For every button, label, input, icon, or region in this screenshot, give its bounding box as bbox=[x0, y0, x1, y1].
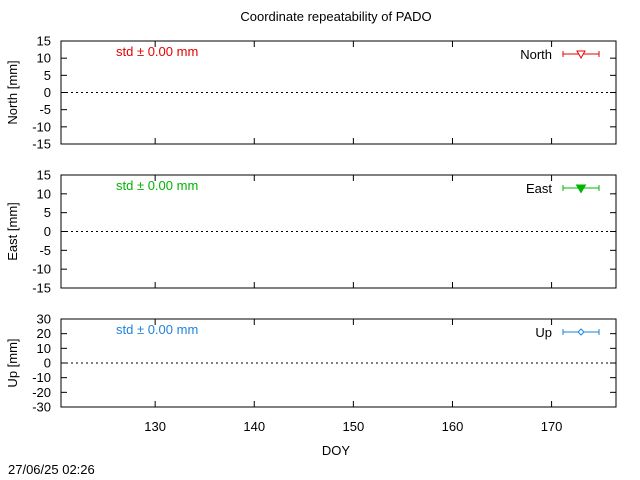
east-std-annotation: std ± 0.00 mm bbox=[116, 178, 198, 193]
east-ytick-label: 0 bbox=[44, 224, 51, 239]
north-ytick-label: -10 bbox=[32, 119, 51, 134]
up-ytick-label: -10 bbox=[32, 370, 51, 385]
x-tick-label: 170 bbox=[541, 419, 563, 434]
up-ytick-label: -20 bbox=[32, 385, 51, 400]
north-ytick-label: 10 bbox=[37, 51, 51, 66]
panels: 15 10 5 0 -5 -10 -15 North [mm] std ± 0.00 mm Nor… bbox=[5, 34, 617, 434]
chart-title: Coordinate repeatability of PADO bbox=[240, 9, 431, 24]
east-legend-marker bbox=[575, 184, 587, 194]
north-ytick-label: -15 bbox=[32, 137, 51, 152]
east-y-axis-label: East [mm] bbox=[5, 202, 20, 261]
north-ytick-label: 5 bbox=[44, 68, 51, 83]
up-ytick-label: 30 bbox=[37, 312, 51, 327]
east-ytick-label: 10 bbox=[37, 186, 51, 201]
up-ytick-label: 20 bbox=[37, 326, 51, 341]
up-legend-label: Up bbox=[535, 325, 552, 340]
up-std-annotation: std ± 0.00 mm bbox=[116, 322, 198, 337]
north-ytick-label: 0 bbox=[44, 85, 51, 100]
east-ytick-label: -15 bbox=[32, 281, 51, 296]
north-y-axis-label: North [mm] bbox=[5, 60, 20, 124]
north-legend-marker bbox=[576, 50, 586, 60]
up-legend-marker bbox=[577, 328, 585, 336]
x-axis-label: DOY bbox=[322, 443, 351, 458]
east-ytick-label: -10 bbox=[32, 262, 51, 277]
north-ytick-label: -5 bbox=[39, 102, 51, 117]
north-std-annotation: std ± 0.00 mm bbox=[116, 44, 198, 59]
panel-north: 15 10 5 0 -5 -10 -15 North [mm] std ± 0.00 mm Nor… bbox=[5, 34, 617, 152]
up-ytick-label: 10 bbox=[37, 341, 51, 356]
east-legend-label: East bbox=[526, 181, 552, 196]
up-ytick-label: -30 bbox=[32, 400, 51, 415]
timestamp: 27/06/25 02:26 bbox=[8, 462, 95, 477]
north-ytick-label: 15 bbox=[37, 34, 51, 49]
x-tick-label: 130 bbox=[144, 419, 166, 434]
up-ytick-label: 0 bbox=[44, 356, 51, 371]
east-ytick-label: 5 bbox=[44, 205, 51, 220]
north-legend-label: North bbox=[520, 47, 552, 62]
x-tick-label: 160 bbox=[442, 419, 464, 434]
east-ytick-label: 15 bbox=[37, 168, 51, 183]
east-ytick-label: -5 bbox=[39, 243, 51, 258]
x-tick-label: 150 bbox=[343, 419, 365, 434]
panel-east: 15 10 5 0 -5 -10 -15 East [mm] std ± 0.00 mm East bbox=[5, 168, 617, 296]
x-tick-label: 140 bbox=[243, 419, 265, 434]
up-y-axis-label: Up [mm] bbox=[5, 338, 20, 387]
